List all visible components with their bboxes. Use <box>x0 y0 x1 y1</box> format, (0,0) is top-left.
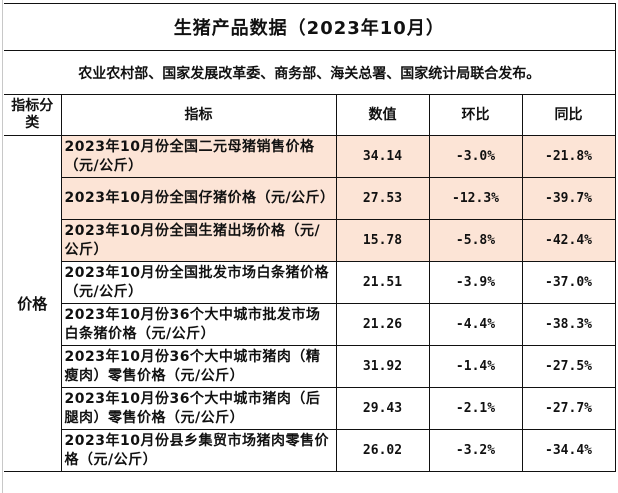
indicator-cell: 2023年10月份36个大中城市猪肉（精瘦肉）零售价格（元/公斤） <box>60 345 337 388</box>
yoy-cell: -34.4% <box>521 429 616 472</box>
category-price: 价格 <box>4 135 62 472</box>
yoy-cell: -27.7% <box>521 387 616 430</box>
value-cell: 26.02 <box>335 429 430 472</box>
table-row: 2023年10月份全国仔猪价格（元/公斤） 27.53 -12.3% -39.7… <box>4 177 616 220</box>
header-value: 数值 <box>335 94 430 136</box>
mom-cell: -2.1% <box>428 387 523 430</box>
mom-cell: -5.8% <box>428 219 523 262</box>
mom-cell: -1.4% <box>428 345 523 388</box>
table-row: 2023年10月份全国批发市场白条猪价格（元/公斤） 21.51 -3.9% -… <box>4 261 616 304</box>
value-cell: 21.51 <box>335 261 430 304</box>
indicator-cell: 2023年10月份全国二元母猪销售价格（元/公斤） <box>60 135 337 178</box>
pig-products-data-table: 生猪产品数据（2023年10月） 农业农村部、国家发展改革委、商务部、海关总署、… <box>4 3 616 472</box>
indicator-cell: 2023年10月份36个大中城市猪肉（后腿肉）零售价格（元/公斤） <box>60 387 337 430</box>
value-cell: 21.26 <box>335 303 430 346</box>
table-row: 2023年10月份36个大中城市批发市场白条猪价格（元/公斤） 21.26 -4… <box>4 303 616 346</box>
yoy-cell: -21.8% <box>521 135 616 178</box>
table-row: 价格 2023年10月份全国二元母猪销售价格（元/公斤） 34.14 -3.0%… <box>4 135 616 472</box>
indicator-cell: 2023年10月份县乡集贸市场猪肉零售价格（元/公斤） <box>60 429 337 472</box>
mom-cell: -4.4% <box>428 303 523 346</box>
header-mom: 环比 <box>428 94 523 136</box>
value-cell: 29.43 <box>335 387 430 430</box>
publisher-note: 农业农村部、国家发展改革委、商务部、海关总署、国家统计局联合发布。 <box>4 50 616 95</box>
yoy-cell: -27.5% <box>521 345 616 388</box>
header-category: 指标分类 <box>4 94 62 136</box>
value-cell: 31.92 <box>335 345 430 388</box>
indicator-cell: 2023年10月份全国生猪出场价格（元/公斤） <box>60 219 337 262</box>
mom-cell: -12.3% <box>428 177 523 220</box>
table-row: 2023年10月份全国生猪出场价格（元/公斤） 15.78 -5.8% -42.… <box>4 219 616 262</box>
mom-cell: -3.0% <box>428 135 523 178</box>
table-row: 2023年10月份县乡集贸市场猪肉零售价格（元/公斤） 26.02 -3.2% … <box>4 429 616 472</box>
indicator-cell: 2023年10月份36个大中城市批发市场白条猪价格（元/公斤） <box>60 303 337 346</box>
value-cell: 15.78 <box>335 219 430 262</box>
indicator-cell: 2023年10月份全国仔猪价格（元/公斤） <box>60 177 337 220</box>
header-indicator: 指标 <box>60 94 337 136</box>
yoy-cell: -42.4% <box>521 219 616 262</box>
table-row: 2023年10月份36个大中城市猪肉（后腿肉）零售价格（元/公斤） 29.43 … <box>4 387 616 430</box>
yoy-cell: -37.0% <box>521 261 616 304</box>
yoy-cell: -38.3% <box>521 303 616 346</box>
value-cell: 27.53 <box>335 177 430 220</box>
table-title: 生猪产品数据（2023年10月） <box>4 3 616 51</box>
yoy-cell: -39.7% <box>521 177 616 220</box>
sheet-gridline <box>2 0 3 493</box>
table-row: 2023年10月份36个大中城市猪肉（精瘦肉）零售价格（元/公斤） 31.92 … <box>4 345 616 388</box>
mom-cell: -3.9% <box>428 261 523 304</box>
value-cell: 34.14 <box>335 135 430 178</box>
mom-cell: -3.2% <box>428 429 523 472</box>
header-yoy: 同比 <box>521 94 616 136</box>
indicator-cell: 2023年10月份全国批发市场白条猪价格（元/公斤） <box>60 261 337 304</box>
